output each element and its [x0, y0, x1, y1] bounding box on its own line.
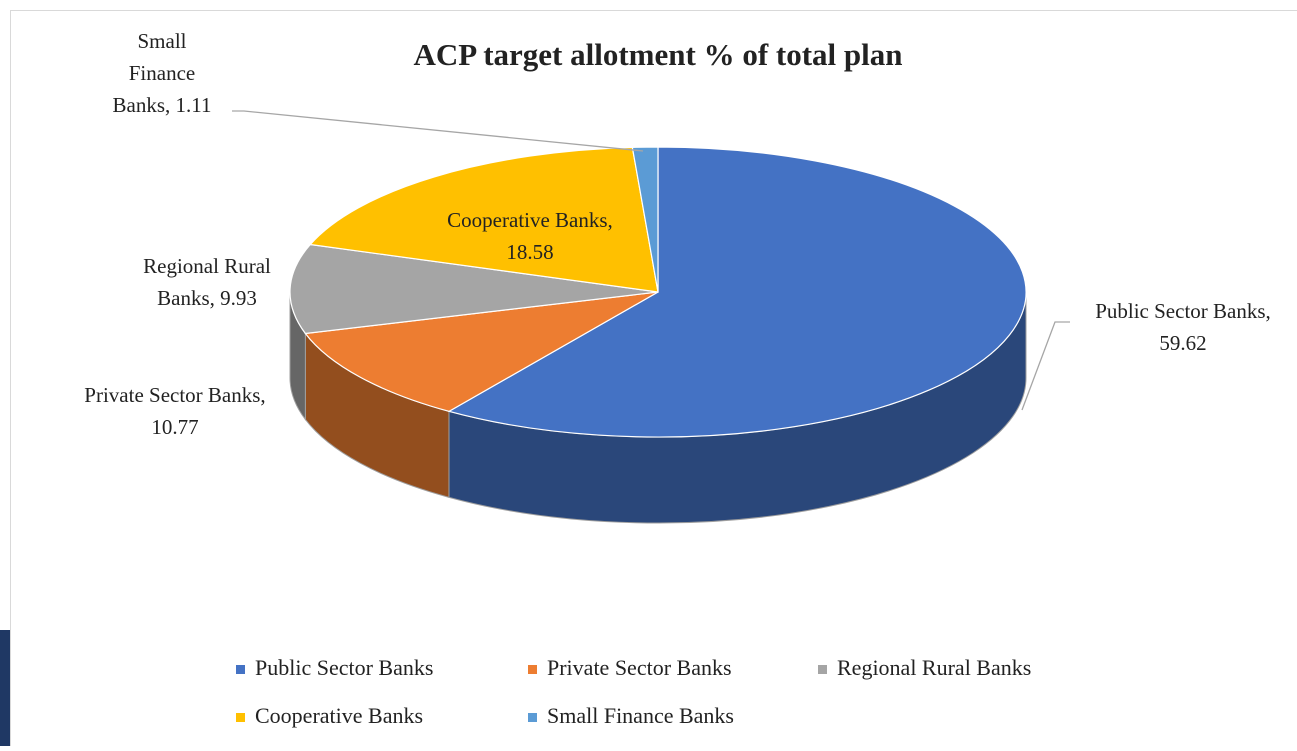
data-label-line: Small	[137, 29, 186, 53]
data-label-line: Public Sector Banks,	[1095, 299, 1271, 323]
legend-swatch	[236, 713, 245, 722]
legend-swatch	[236, 665, 245, 674]
legend-swatch	[528, 713, 537, 722]
legend-label: Regional Rural Banks	[837, 655, 1031, 680]
side-accent	[0, 630, 10, 746]
legend-swatch	[528, 665, 537, 674]
legend-label: Public Sector Banks	[255, 655, 433, 680]
data-label-line: Banks, 1.11	[113, 93, 212, 117]
data-label-line: Finance	[129, 61, 195, 85]
data-label-line: Banks, 9.93	[157, 286, 257, 310]
data-label-line: 10.77	[151, 415, 198, 439]
data-label-line: Private Sector Banks,	[84, 383, 265, 407]
legend-label: Private Sector Banks	[547, 655, 732, 680]
legend-label: Cooperative Banks	[255, 703, 423, 728]
chart-title: ACP target allotment % of total plan	[413, 37, 902, 72]
legend-swatch	[818, 665, 827, 674]
data-label-line: Regional Rural	[143, 254, 271, 278]
data-label-line: 18.58	[506, 240, 553, 264]
legend-label: Small Finance Banks	[547, 703, 734, 728]
data-label-line: 59.62	[1159, 331, 1206, 355]
data-label-line: Cooperative Banks,	[447, 208, 613, 232]
